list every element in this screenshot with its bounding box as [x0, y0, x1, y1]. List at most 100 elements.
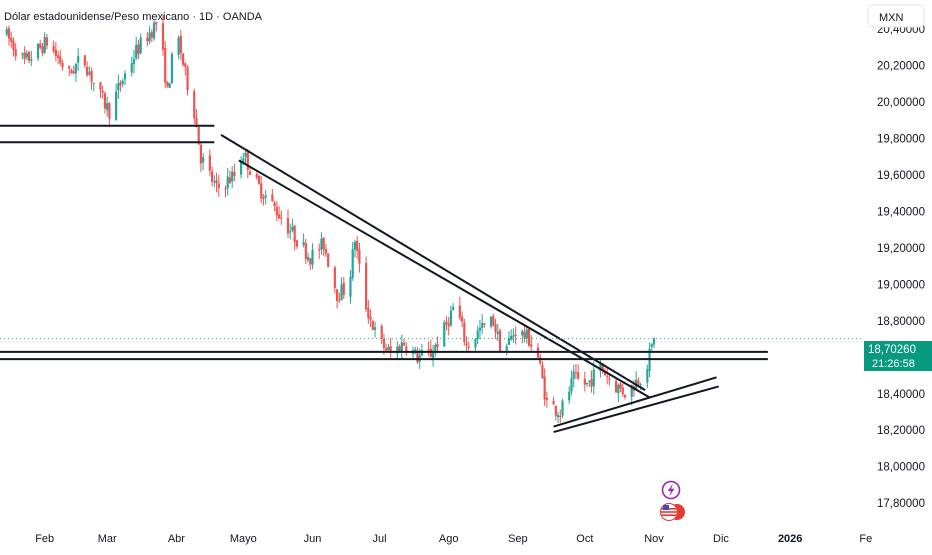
- candle-body: [599, 362, 602, 372]
- candle-body: [623, 394, 627, 398]
- candle: [21, 52, 24, 60]
- time-tick-label: Oct: [576, 533, 593, 545]
- price-badge-countdown: 21:26:58: [872, 358, 915, 370]
- candle-body: [606, 375, 609, 377]
- candle: [115, 83, 118, 121]
- candle: [481, 314, 484, 334]
- candle-body: [83, 55, 86, 66]
- lightning-icon[interactable]: [661, 480, 681, 500]
- candle: [318, 243, 321, 260]
- candle-body: [382, 338, 386, 349]
- candle: [400, 334, 403, 359]
- candle-body: [458, 305, 461, 318]
- candle: [59, 50, 62, 66]
- candle: [27, 50, 31, 64]
- candle: [101, 85, 104, 99]
- candle: [77, 48, 80, 71]
- candle-body: [150, 31, 153, 38]
- price-axis[interactable]: 20,4000020,2000020,0000019,8000019,60000…: [877, 24, 925, 510]
- candle: [202, 153, 205, 171]
- candle-body: [103, 93, 107, 109]
- candle-body: [132, 58, 136, 65]
- candle-body: [101, 90, 104, 93]
- candle: [210, 166, 214, 187]
- candle: [606, 368, 609, 385]
- candle: [195, 108, 198, 128]
- price-tick-label: 19,60000: [877, 170, 925, 182]
- candle: [311, 243, 314, 270]
- us-flag-icon[interactable]: [660, 503, 686, 521]
- candle-body: [556, 415, 560, 418]
- candle-body: [530, 344, 533, 347]
- price-tick-label: 17,80000: [877, 498, 925, 510]
- candle-body: [199, 144, 203, 164]
- candle: [255, 172, 258, 180]
- price-tick-label: 20,00000: [877, 97, 925, 109]
- candle-body: [398, 346, 401, 352]
- candle-body: [416, 350, 419, 363]
- candle-body: [608, 378, 611, 380]
- candle: [396, 341, 399, 360]
- candle-body: [474, 338, 477, 348]
- candle: [429, 339, 432, 358]
- candle-body: [483, 323, 486, 325]
- candle-body: [481, 322, 484, 329]
- candle: [7, 25, 11, 46]
- candle: [262, 194, 265, 206]
- candle-body: [590, 379, 593, 387]
- candle-body: [14, 49, 17, 57]
- candle: [416, 346, 419, 364]
- candle-body: [88, 72, 91, 75]
- candle: [70, 68, 73, 74]
- candle-body: [365, 263, 368, 310]
- candle: [322, 237, 325, 257]
- uptrend-line-upper[interactable]: [553, 376, 717, 428]
- uptrend-line-lower[interactable]: [553, 385, 720, 433]
- candle-body: [208, 155, 211, 171]
- candle: [161, 14, 165, 56]
- candle: [427, 341, 430, 356]
- candle-body: [295, 240, 299, 247]
- candle-body: [545, 397, 548, 401]
- candle: [132, 49, 136, 74]
- candle: [449, 305, 453, 328]
- candle-body: [246, 151, 249, 170]
- candle-body: [652, 338, 656, 345]
- candle: [552, 396, 555, 405]
- candle-body: [41, 46, 44, 54]
- candle-body: [77, 56, 80, 63]
- candle: [465, 336, 468, 353]
- candle-body: [135, 44, 138, 59]
- candle: [556, 411, 560, 424]
- candle-body: [574, 372, 578, 374]
- candle-body: [452, 306, 455, 311]
- candle-body: [92, 82, 95, 84]
- candle: [291, 218, 294, 233]
- downtrend-line-outer[interactable]: [220, 134, 646, 391]
- candle-body: [465, 343, 468, 346]
- candle: [371, 319, 374, 331]
- currency-button[interactable]: MXN: [867, 4, 925, 28]
- candle: [561, 398, 564, 419]
- drawings-layer[interactable]: [0, 124, 768, 433]
- candle-body: [650, 344, 653, 348]
- chart-title: Dólar estadounidense/Peso mexicano · 1D …: [4, 11, 263, 23]
- candle: [358, 242, 361, 273]
- candle: [543, 368, 546, 406]
- candle-body: [27, 52, 31, 61]
- candle: [99, 82, 102, 98]
- candle-body: [21, 53, 24, 55]
- candle: [327, 253, 330, 268]
- candle-body: [7, 28, 11, 39]
- candle-body: [181, 53, 185, 65]
- candle: [320, 232, 323, 255]
- candle-body: [59, 56, 62, 64]
- downtrend-line-inner[interactable]: [238, 159, 651, 399]
- candle-body: [74, 64, 78, 74]
- candle-body: [146, 37, 149, 42]
- candle: [277, 206, 281, 219]
- candle: [512, 328, 515, 343]
- time-axis[interactable]: Feb Mar Abr Mayo Jun Jul Ago Sep Oct Nov Dic 2026 Fe: [35, 533, 872, 545]
